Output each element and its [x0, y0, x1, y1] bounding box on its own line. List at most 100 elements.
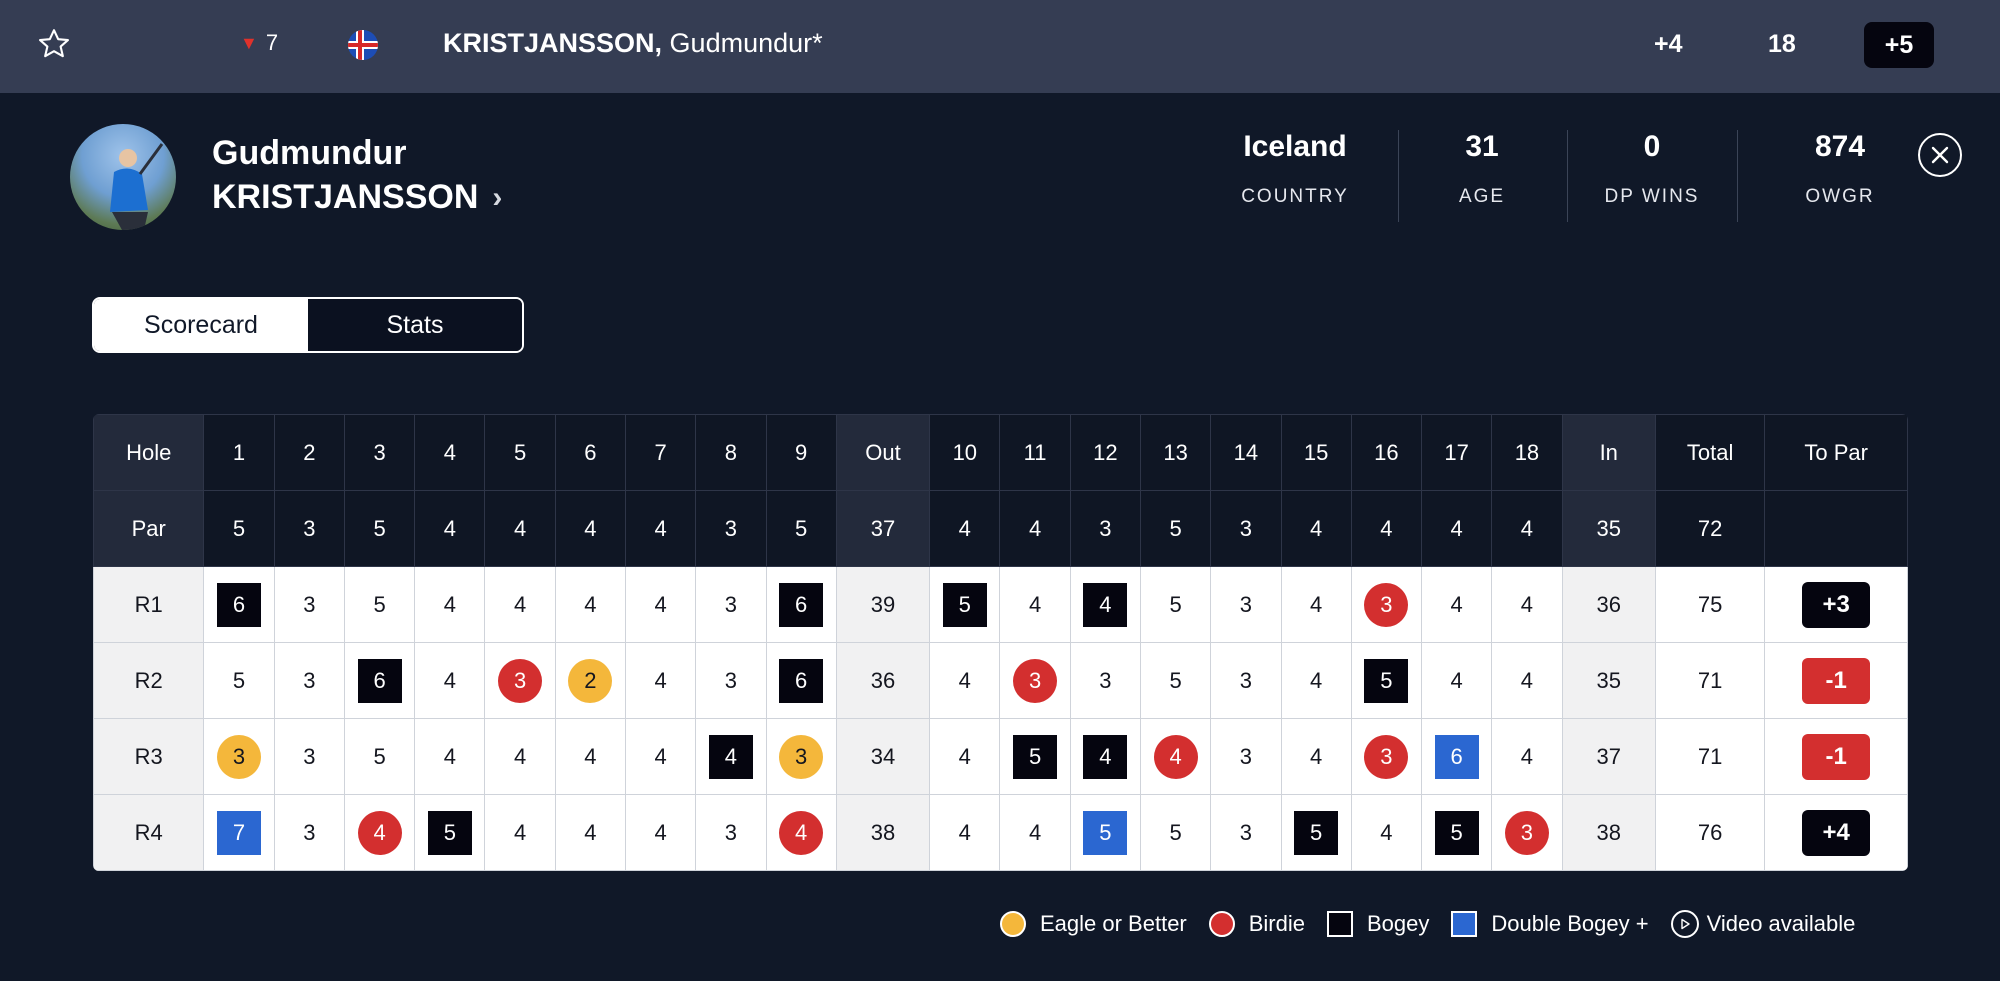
score-cell: 4: [999, 566, 1071, 643]
birdie-swatch-icon: [1208, 911, 1235, 937]
player-name[interactable]: KRISTJANSSON, Gudmundur*: [443, 28, 823, 59]
score-cell: 3: [695, 566, 767, 643]
score-cell: 5: [1421, 794, 1493, 871]
player-first-name-heading: Gudmundur: [212, 134, 407, 172]
par-value: 4: [1491, 490, 1563, 567]
hole-number: 3: [343, 414, 416, 491]
par-value: 3: [273, 490, 345, 567]
legend-label: Video available: [1706, 911, 1856, 936]
score-cell: 5: [999, 718, 1071, 795]
score-cell: 6: [765, 566, 837, 643]
subtotal-cell: 38: [1561, 794, 1656, 871]
score-cell: 4: [484, 718, 556, 795]
par-value: 4: [929, 490, 1001, 567]
score-cell: 3: [695, 642, 767, 719]
eagle-marker: 3: [217, 734, 262, 779]
score-cell: 3: [1350, 566, 1423, 643]
score-cell: 4: [1069, 566, 1141, 643]
score-cell: 4: [554, 566, 627, 643]
legend-label: Eagle or Better: [1040, 911, 1187, 936]
eagle-marker: 3: [779, 734, 824, 779]
total-to-par-badge: +5: [1864, 22, 1934, 68]
score-cell: 5: [343, 718, 416, 795]
player-profile-link[interactable]: KRISTJANSSON ›: [212, 178, 502, 217]
close-icon: [1931, 146, 1949, 164]
score-cell: 3: [999, 642, 1071, 719]
hole-label: Hole: [93, 414, 205, 491]
hole-number: To Par: [1764, 414, 1908, 491]
birdie-marker: 3: [1504, 810, 1549, 855]
favorite-star-icon[interactable]: [36, 26, 72, 62]
player-last-name: KRISTJANSSON,: [443, 28, 663, 58]
hole-number: 14: [1210, 414, 1282, 491]
bogey-marker: 4: [1083, 734, 1128, 779]
subtotal-cell: 35: [1561, 642, 1656, 719]
score-cell: 3: [273, 794, 345, 871]
score-legend: Eagle or Better Birdie Bogey Double Bogey +…: [1000, 910, 1855, 938]
player-first-name: Gudmundur*: [662, 28, 823, 58]
score-cell: 5: [414, 794, 486, 871]
score-cell: 4: [414, 642, 486, 719]
score-cell: 5: [1139, 794, 1212, 871]
score-cell: 71: [1654, 718, 1766, 795]
hole-number: 15: [1280, 414, 1352, 491]
tab-stats[interactable]: Stats: [308, 299, 522, 351]
score-cell: 5: [1069, 794, 1141, 871]
score-cell: 4: [1491, 566, 1563, 643]
hole-number: 7: [625, 414, 697, 491]
leaderboard-row[interactable]: ▼ 7 KRISTJANSSON, Gudmundur* +4 18 +5: [0, 0, 2000, 93]
score-cell: 75: [1654, 566, 1766, 643]
score-cell: 3: [484, 642, 556, 719]
score-cell: 6: [203, 566, 275, 643]
double-bogey-marker: 5: [1083, 810, 1128, 855]
birdie-marker: 3: [498, 658, 543, 703]
score-cell: 4: [414, 718, 486, 795]
hole-number: 6: [554, 414, 627, 491]
legend-item-eagle: Eagle or Better: [1000, 911, 1187, 937]
bogey-marker: 4: [1083, 582, 1128, 627]
score-cell: 3: [1350, 718, 1423, 795]
score-cell: 5: [929, 566, 1001, 643]
legend-label: Bogey: [1367, 911, 1430, 936]
to-par-cell: +3: [1764, 566, 1908, 643]
hole-number: In: [1561, 414, 1656, 491]
par-value: 3: [695, 490, 767, 567]
score-cell: 3: [273, 566, 345, 643]
close-button[interactable]: [1918, 133, 1962, 177]
par-value: 5: [1139, 490, 1212, 567]
par-value: [1764, 490, 1908, 567]
bogey-marker: 4: [708, 734, 753, 779]
bogey-marker: 6: [779, 658, 824, 703]
score-cell: 3: [1210, 642, 1282, 719]
score-cell: 4: [999, 794, 1071, 871]
subtotal-cell: 34: [835, 718, 931, 795]
bogey-marker: 5: [942, 582, 987, 627]
eagle-swatch-icon: [1000, 911, 1026, 937]
to-par-cell: -1: [1764, 718, 1908, 795]
par-value: 3: [1210, 490, 1282, 567]
round-label: R2: [93, 642, 205, 719]
stat-value: 0: [1643, 130, 1661, 163]
score-cell: 3: [1210, 566, 1282, 643]
stat-value: Iceland: [1243, 130, 1347, 163]
score-cell: 3: [203, 718, 275, 795]
eagle-marker: 2: [568, 658, 613, 703]
tab-scorecard[interactable]: Scorecard: [94, 299, 308, 351]
table-row: R4 7 3 4 5 4 4 4 3 4 38 4 4 5 5 3 5 4 5 3 38 76 +4: [93, 794, 1908, 871]
to-par-badge: +4: [1802, 809, 1871, 856]
score-cell: 3: [1491, 794, 1563, 871]
hole-number: 18: [1491, 414, 1563, 491]
score-cell: 4: [765, 794, 837, 871]
bogey-marker: 6: [217, 582, 262, 627]
hole-number: 12: [1069, 414, 1141, 491]
birdie-marker: 4: [1153, 734, 1198, 779]
score-cell: 4: [1280, 642, 1352, 719]
bogey-marker: 5: [1434, 810, 1479, 855]
score-cell: 4: [1491, 642, 1563, 719]
hole-number: Total: [1654, 414, 1766, 491]
hole-number: 11: [999, 414, 1071, 491]
par-value: 37: [835, 490, 931, 567]
subtotal-cell: 38: [835, 794, 931, 871]
movement-value: 7: [265, 30, 279, 55]
score-cell: 4: [484, 794, 556, 871]
